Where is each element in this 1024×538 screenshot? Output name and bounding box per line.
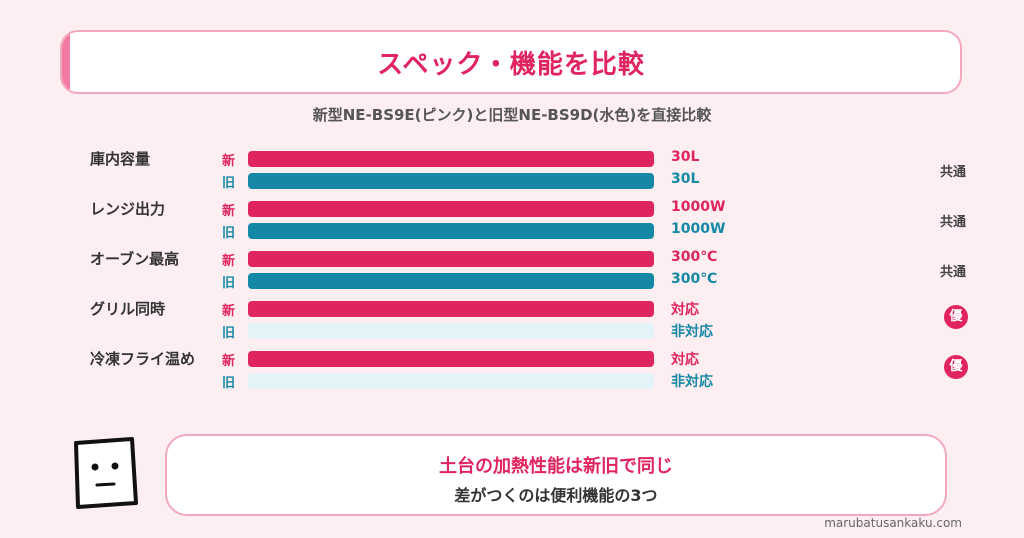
value-old: 非対応 [671,324,713,340]
value-new: 対応 [671,302,699,318]
summary-line-1: 土台の加熱性能は新旧で同じ [439,456,673,477]
tag-new: 新 [222,154,236,169]
row-label: レンジ出力 [90,200,166,218]
value-new: 300℃ [671,249,718,265]
value-old: 非対応 [671,374,713,390]
tag-new: 新 [222,354,236,369]
row-label: グリル同時 [90,300,166,318]
page-title: スペック・機能を比較 [377,49,645,80]
row-label: オーブン最高 [90,250,180,268]
bar-new-fill [248,351,654,367]
bar-new-fill [248,251,654,267]
bar-old [248,373,654,389]
square-face-icon [74,437,138,509]
summary-box: 土台の加熱性能は新旧で同じ 差がつくのは便利機能の3つ [165,434,947,516]
verdict-common: 共通 [940,165,967,180]
bar-new-fill [248,201,654,217]
summary-line-2: 差がつくのは便利機能の3つ [454,486,658,505]
bar-new [248,201,654,217]
title-accent [62,32,70,92]
bar-old-fill [248,173,654,189]
verdict-common: 共通 [940,265,967,280]
bar-old [248,223,654,239]
value-new: 対応 [671,352,699,368]
verdict-badge: 優 [944,355,968,379]
title-box: スペック・機能を比較 [60,30,962,94]
bar-old-fill [248,223,654,239]
bar-old [248,323,654,339]
tag-old: 旧 [222,226,236,241]
value-new: 1000W [671,199,726,215]
value-new: 30L [671,149,700,165]
tag-new: 新 [222,204,236,219]
tag-old: 旧 [222,276,236,291]
value-old: 1000W [671,221,726,237]
verdict-badge: 優 [944,305,968,329]
tag-old: 旧 [222,376,236,391]
bar-new [248,351,654,367]
bar-old [248,173,654,189]
footer-site: marubatusankaku.com [824,516,962,530]
bar-new [248,301,654,317]
value-old: 30L [671,171,700,187]
value-old: 300℃ [671,271,718,287]
bar-new-fill [248,301,654,317]
tag-old: 旧 [222,326,236,341]
bar-new [248,251,654,267]
bar-old [248,273,654,289]
tag-new: 新 [222,254,236,269]
row-label: 冷凍フライ温め [90,350,196,368]
bar-new [248,151,654,167]
row-label: 庫内容量 [90,150,151,168]
page-subtitle: 新型NE-BS9E(ピンク)と旧型NE-BS9D(水色)を直接比較 [312,106,712,124]
tag-old: 旧 [222,176,236,191]
bar-old-fill [248,273,654,289]
bar-new-fill [248,151,654,167]
tag-new: 新 [222,304,236,319]
verdict-common: 共通 [940,215,967,230]
